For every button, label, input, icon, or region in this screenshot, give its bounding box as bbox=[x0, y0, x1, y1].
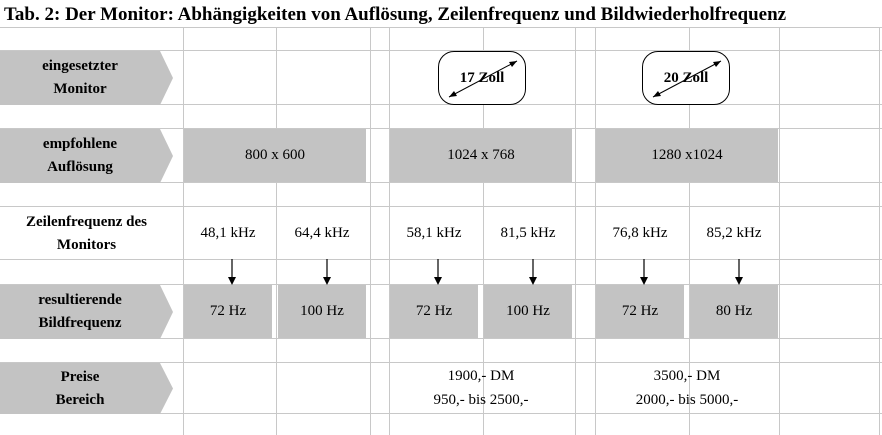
refresh-rate-cell: 100 Hz bbox=[278, 285, 366, 338]
resolution-cell: 800 x 600 bbox=[184, 129, 366, 182]
row-label-line: Bildfrequenz bbox=[38, 315, 122, 331]
row-label-line: Bereich bbox=[55, 391, 105, 408]
row-label-line: Monitors bbox=[56, 236, 117, 253]
table-title: Tab. 2: Der Monitor: Abhängigkeiten von … bbox=[4, 4, 787, 25]
refresh-rate-cell: 72 Hz bbox=[390, 285, 478, 338]
down-arrow-icon bbox=[529, 259, 537, 285]
diagonal-arrow-icon bbox=[652, 60, 722, 98]
price-range: 2000,- bis 5000,- bbox=[635, 391, 739, 408]
line-frequency-value: 76,8 kHz bbox=[612, 225, 668, 241]
row-label-bildfrequenz: resultierende Bildfrequenz bbox=[0, 285, 173, 339]
row-label-line: Zeilenfrequenz des bbox=[26, 213, 147, 230]
line-frequency-value: 64,4 kHz bbox=[294, 225, 350, 241]
down-arrow-icon bbox=[735, 259, 743, 285]
row-label-line: empfohlene bbox=[42, 136, 118, 152]
refresh-rate-cell: 72 Hz bbox=[184, 285, 272, 338]
line-frequency-value: 81,5 kHz bbox=[500, 225, 556, 241]
price-range: 950,- bis 2500,- bbox=[433, 391, 529, 408]
down-arrow-icon bbox=[323, 259, 331, 285]
row-label-preise: Preise Bereich bbox=[0, 363, 173, 414]
down-arrow-icon bbox=[434, 259, 442, 285]
monitor-badge-20: 20 Zoll bbox=[642, 51, 730, 105]
price-value: 3500,- DM bbox=[653, 367, 721, 384]
row-label-line: resultierende bbox=[38, 292, 122, 308]
price-value: 1900,- DM bbox=[447, 367, 515, 384]
down-arrow-icon bbox=[640, 259, 648, 285]
refresh-rate-cell: 100 Hz bbox=[484, 285, 572, 338]
row-label-line: Monitor bbox=[53, 81, 107, 97]
monitor-size-label: 20 Zoll bbox=[663, 69, 709, 86]
line-frequency-value: 58,1 kHz bbox=[406, 225, 462, 241]
line-frequency-value: 85,2 kHz bbox=[706, 225, 762, 241]
row-label-aufloesung: empfohlene Auflösung bbox=[0, 129, 173, 183]
monitor-badge-17: 17 Zoll bbox=[438, 51, 526, 105]
monitor-size-label: 17 Zoll bbox=[459, 69, 505, 86]
row-label-line: Preise bbox=[60, 368, 100, 385]
refresh-rate-cell: 72 Hz bbox=[596, 285, 684, 338]
resolution-cell: 1024 x 768 bbox=[390, 129, 572, 182]
row-label-monitor: eingesetzter Monitor bbox=[0, 51, 173, 105]
row-label-line: Auflösung bbox=[47, 159, 113, 175]
refresh-rate-cell: 80 Hz bbox=[690, 285, 778, 338]
down-arrow-icon bbox=[228, 259, 236, 285]
diagonal-arrow-icon bbox=[448, 60, 518, 98]
row-label-zeilenfrequenz: Zeilenfrequenz des Monitors bbox=[0, 207, 173, 260]
resolution-cell: 1280 x1024 bbox=[596, 129, 778, 182]
line-frequency-value: 48,1 kHz bbox=[200, 225, 256, 241]
row-label-line: eingesetzter bbox=[42, 58, 118, 74]
